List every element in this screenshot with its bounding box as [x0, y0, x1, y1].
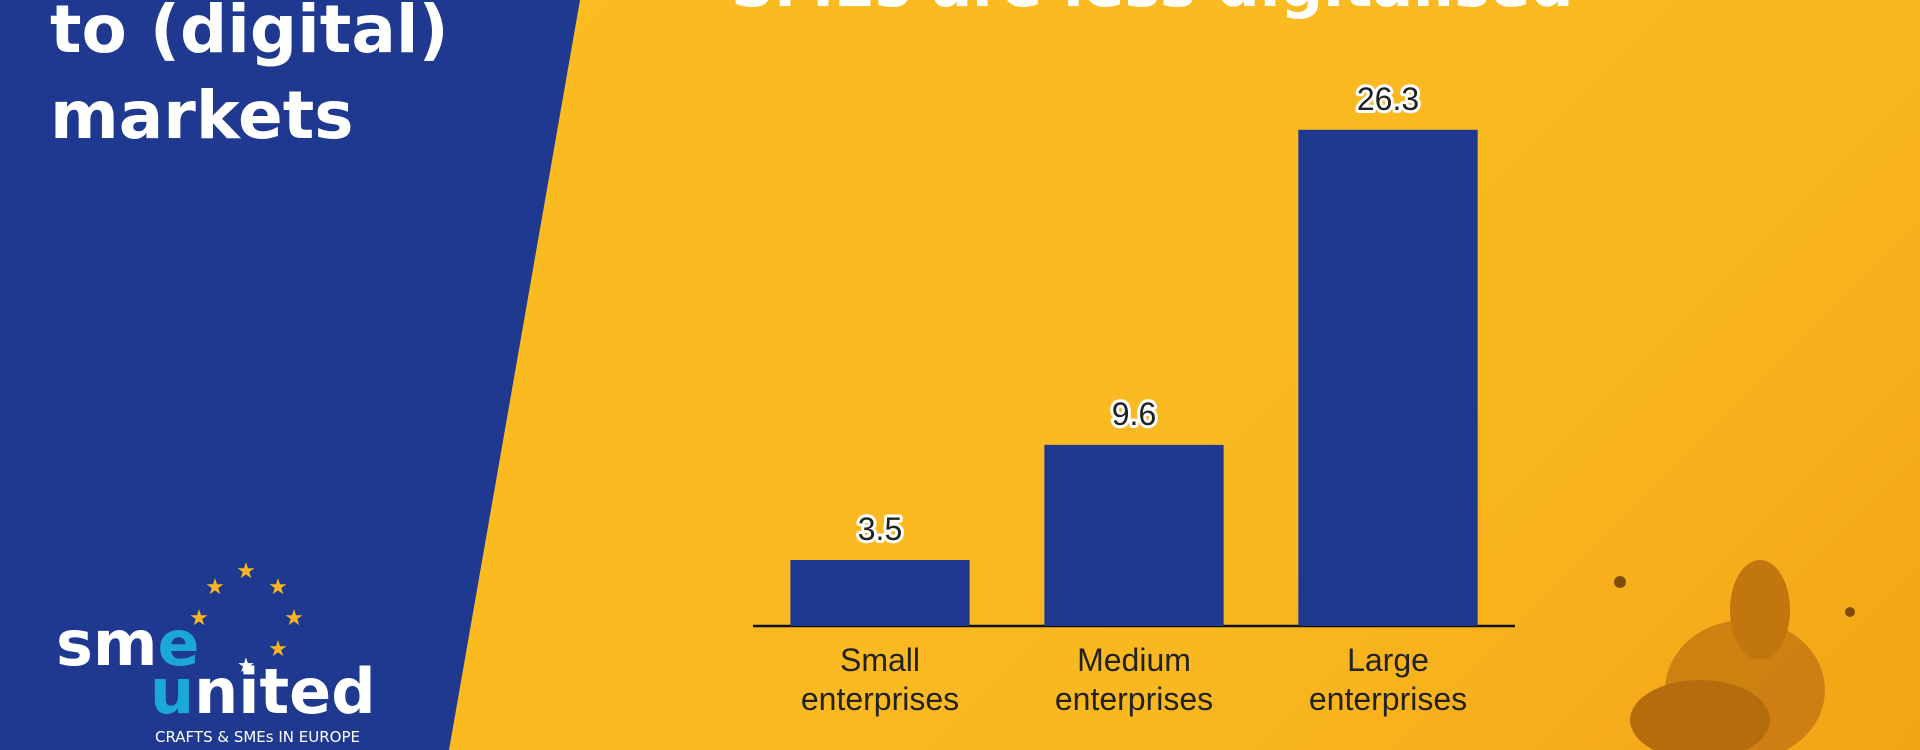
svg-text:★: ★ [268, 575, 288, 600]
heading-line: markets [50, 77, 354, 154]
bee-swarm [1614, 560, 1855, 750]
logo-text: united [150, 655, 376, 728]
x-tick-label: Medium enterprises [1054, 642, 1214, 717]
chart-title: SMEs are less digitalised [731, 0, 1573, 21]
logo-stars: ★ ★ ★ ★ ★ ★ [189, 559, 304, 662]
value-label: 26.3 [1357, 81, 1419, 117]
logo-text: sme [56, 607, 200, 680]
left-panel [0, 0, 580, 750]
logo-tagline: CRAFTS & SMEs IN EUROPE [155, 728, 360, 746]
svg-text:★: ★ [268, 637, 288, 662]
logo-part: u [150, 655, 194, 728]
x-tick-label: Large enterprises [1308, 642, 1468, 717]
svg-text:★: ★ [284, 606, 304, 631]
x-tick-label: Small enterprises [800, 642, 960, 717]
heading-line: to (digital) [50, 0, 449, 68]
svg-text:★: ★ [189, 606, 209, 631]
logo: sme united CRAFTS & SMEs IN EUROPE [56, 607, 376, 746]
value-label: 3.5 [858, 511, 902, 547]
bar [1044, 444, 1224, 626]
bar [790, 559, 970, 626]
value-label: 9.6 [1112, 396, 1156, 432]
logo-part: nited [194, 655, 375, 728]
logo-part: e [158, 607, 200, 680]
bar [1298, 129, 1478, 626]
svg-text:★: ★ [205, 575, 225, 600]
logo-part: sm [56, 607, 158, 680]
heading: to (digital) markets [50, 0, 449, 154]
logo-star: ★ [237, 655, 255, 677]
svg-text:★: ★ [236, 559, 256, 584]
